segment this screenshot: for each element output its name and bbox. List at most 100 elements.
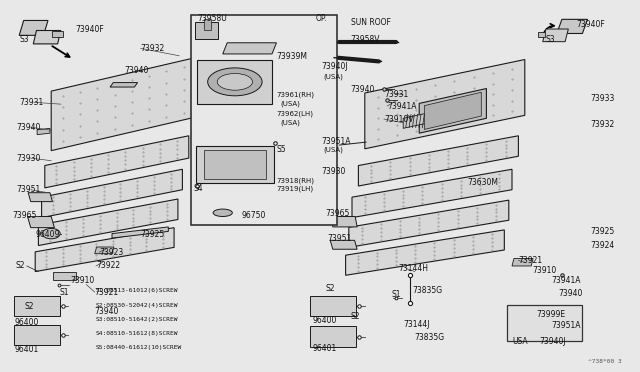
Polygon shape bbox=[352, 169, 512, 218]
Polygon shape bbox=[197, 60, 272, 104]
Text: OP.: OP. bbox=[316, 14, 327, 23]
Text: 73940J: 73940J bbox=[540, 337, 566, 346]
Text: 73931: 73931 bbox=[384, 90, 408, 99]
Polygon shape bbox=[37, 128, 50, 135]
Text: 73910V: 73910V bbox=[384, 115, 413, 124]
Polygon shape bbox=[358, 136, 518, 186]
Bar bbox=[14, 325, 60, 345]
Polygon shape bbox=[424, 92, 481, 129]
Text: 96750: 96750 bbox=[242, 211, 266, 220]
Polygon shape bbox=[51, 58, 195, 151]
Polygon shape bbox=[35, 228, 174, 272]
Text: (USA): (USA) bbox=[280, 101, 300, 108]
Polygon shape bbox=[110, 83, 138, 87]
Text: (USA): (USA) bbox=[323, 147, 343, 153]
Text: S2: S2 bbox=[351, 312, 360, 321]
Polygon shape bbox=[53, 272, 76, 280]
Polygon shape bbox=[349, 200, 509, 247]
Text: 96400: 96400 bbox=[312, 316, 337, 325]
Text: 73940: 73940 bbox=[351, 85, 375, 94]
Polygon shape bbox=[403, 113, 426, 128]
Text: 73951A: 73951A bbox=[321, 137, 351, 146]
Text: 96400: 96400 bbox=[14, 318, 38, 327]
Polygon shape bbox=[543, 29, 568, 42]
Polygon shape bbox=[195, 22, 218, 39]
Text: S2:08530-52042(4)SCREW: S2:08530-52042(4)SCREW bbox=[96, 302, 179, 308]
Polygon shape bbox=[557, 19, 588, 33]
Text: S3: S3 bbox=[19, 35, 29, 44]
Text: S3:08510-51642(2)SCREW: S3:08510-51642(2)SCREW bbox=[96, 317, 179, 322]
Bar bbox=[507, 305, 582, 341]
Text: S3: S3 bbox=[545, 35, 555, 44]
Polygon shape bbox=[512, 259, 533, 266]
Text: 73932: 73932 bbox=[591, 120, 615, 129]
Text: 73940J: 73940J bbox=[321, 62, 348, 71]
Polygon shape bbox=[19, 20, 48, 35]
Text: 73958V: 73958V bbox=[351, 35, 380, 44]
Text: 73919(LH): 73919(LH) bbox=[276, 185, 314, 192]
Text: 96409: 96409 bbox=[35, 230, 60, 239]
Text: 73630M: 73630M bbox=[467, 178, 498, 187]
Polygon shape bbox=[28, 193, 52, 202]
Text: S2: S2 bbox=[24, 302, 34, 311]
Polygon shape bbox=[204, 19, 211, 30]
Text: 73951A: 73951A bbox=[552, 321, 581, 330]
Text: 73962(LH): 73962(LH) bbox=[276, 110, 314, 117]
Text: 73930: 73930 bbox=[321, 167, 346, 176]
Text: 73941A: 73941A bbox=[387, 102, 417, 110]
Text: 73951: 73951 bbox=[328, 234, 352, 243]
Text: 73910: 73910 bbox=[532, 266, 557, 275]
Bar bbox=[310, 326, 356, 347]
Polygon shape bbox=[330, 240, 357, 249]
Bar bbox=[310, 296, 356, 316]
Text: S1:08513-61012(6)SCREW: S1:08513-61012(6)SCREW bbox=[96, 288, 179, 294]
Text: 73940: 73940 bbox=[125, 66, 149, 75]
Bar bbox=[14, 296, 60, 316]
Polygon shape bbox=[28, 217, 54, 228]
Text: 73965: 73965 bbox=[325, 209, 349, 218]
Polygon shape bbox=[112, 227, 168, 238]
Text: S4: S4 bbox=[193, 184, 203, 193]
Text: 73933: 73933 bbox=[591, 94, 615, 103]
Text: S2: S2 bbox=[16, 262, 26, 270]
Text: 73951: 73951 bbox=[16, 185, 40, 194]
Text: 73910: 73910 bbox=[70, 276, 95, 285]
Polygon shape bbox=[538, 32, 545, 37]
Ellipse shape bbox=[207, 68, 262, 96]
Text: SUN ROOF: SUN ROOF bbox=[351, 18, 390, 27]
Text: 73930: 73930 bbox=[16, 154, 40, 163]
Text: S5: S5 bbox=[276, 145, 286, 154]
Text: ^738*00 3: ^738*00 3 bbox=[588, 359, 621, 364]
Text: 73921: 73921 bbox=[518, 256, 543, 265]
Text: 73940: 73940 bbox=[16, 123, 40, 132]
Polygon shape bbox=[33, 31, 61, 44]
Polygon shape bbox=[331, 217, 357, 227]
Circle shape bbox=[42, 228, 60, 239]
Text: 73923: 73923 bbox=[99, 248, 124, 257]
Text: 73939M: 73939M bbox=[276, 52, 307, 61]
Text: S2: S2 bbox=[325, 284, 335, 293]
Ellipse shape bbox=[213, 209, 232, 217]
Text: S4:08510-51612(8)SCREW: S4:08510-51612(8)SCREW bbox=[96, 331, 179, 336]
Polygon shape bbox=[419, 89, 486, 133]
Text: 73961(RH): 73961(RH) bbox=[276, 92, 314, 98]
Text: 73940F: 73940F bbox=[76, 25, 104, 34]
Text: 73918(RH): 73918(RH) bbox=[276, 177, 314, 184]
Text: 73940: 73940 bbox=[95, 307, 119, 316]
Text: 73965: 73965 bbox=[13, 211, 37, 220]
Text: 73925: 73925 bbox=[591, 227, 615, 236]
Polygon shape bbox=[204, 150, 266, 179]
Polygon shape bbox=[38, 199, 178, 246]
Text: USA: USA bbox=[512, 337, 527, 346]
Polygon shape bbox=[95, 247, 114, 254]
Text: S5:08440-61612(10)SCREW: S5:08440-61612(10)SCREW bbox=[96, 345, 182, 350]
Text: (USA): (USA) bbox=[323, 73, 343, 80]
Ellipse shape bbox=[218, 73, 252, 90]
Text: 96401: 96401 bbox=[14, 345, 38, 354]
Text: 73921: 73921 bbox=[95, 288, 119, 296]
Text: 73999E: 73999E bbox=[536, 310, 566, 319]
Text: 73941A: 73941A bbox=[552, 276, 581, 285]
Polygon shape bbox=[52, 31, 63, 37]
Text: 73144J: 73144J bbox=[403, 320, 429, 329]
Polygon shape bbox=[223, 43, 276, 54]
